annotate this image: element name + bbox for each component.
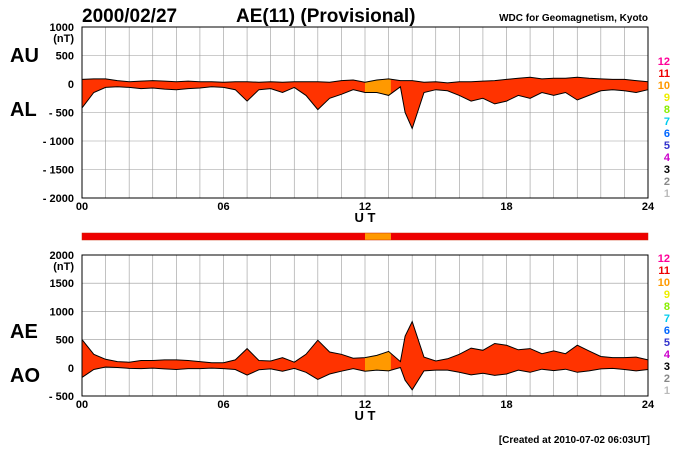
station-level-8: 8: [664, 104, 670, 116]
y-unit-label: (nT): [53, 33, 74, 45]
y-tick-label: 2000: [50, 250, 74, 262]
coverage-segment: [390, 233, 648, 240]
y-tick-label: 1500: [50, 278, 74, 290]
x-tick-label: 06: [217, 399, 229, 411]
y-tick-label: 500: [56, 51, 74, 63]
x-tick-label: 00: [76, 201, 88, 213]
x-tick-label: 00: [76, 399, 88, 411]
series-line-ao: [81, 366, 649, 391]
x-tick-label: 24: [642, 399, 655, 411]
station-level-11: 11: [658, 68, 670, 80]
station-level-2: 2: [664, 176, 670, 188]
au-al-panel: 1000 500 0 - 500 - 1000 - 1500 - 2000 (nT) 00 06 1…: [10, 22, 655, 225]
plot-frame: [81, 254, 649, 397]
x-axis-label: U T: [355, 408, 376, 423]
series-line-al: [81, 85, 649, 130]
coverage-segment: [365, 233, 391, 240]
series-label-al: AL: [10, 99, 37, 121]
ae-ao-panel: 2000 1500 1000 500 0 - 500 (nT) 00 06 12 18 24 U T AE…: [10, 250, 655, 423]
station-level-9: 9: [664, 289, 670, 301]
station-level-11: 11: [658, 265, 670, 277]
station-level-5: 5: [664, 337, 670, 349]
station-level-12: 12: [658, 253, 670, 265]
y-tick-label: - 1000: [43, 136, 74, 148]
station-coverage-bar: [81, 232, 649, 241]
x-tick-label: 18: [500, 201, 512, 213]
series-label-au: AU: [10, 45, 39, 67]
y-tick-label: 500: [56, 335, 74, 347]
station-level-12: 12: [658, 56, 670, 68]
x-tick-label: 24: [642, 201, 655, 213]
coverage-segment: [82, 233, 365, 240]
series-label-ae: AE: [10, 321, 38, 343]
index-range-fill: [82, 77, 648, 129]
station-level-4: 4: [664, 349, 671, 361]
station-level-8: 8: [664, 301, 670, 313]
station-level-1: 1: [664, 188, 670, 200]
x-axis-label: U T: [355, 210, 376, 225]
series-line-au: [81, 76, 649, 84]
station-level-4: 4: [664, 152, 671, 164]
series-label-ao: AO: [10, 365, 40, 387]
index-range-fill: [82, 321, 648, 390]
index-title: AE(11) (Provisional): [236, 6, 416, 27]
x-tick-label: 12: [359, 201, 371, 213]
station-level-5: 5: [664, 140, 670, 152]
series-line-ae: [81, 320, 649, 364]
y-unit-label: (nT): [53, 261, 74, 273]
y-tick-label: - 500: [49, 391, 74, 403]
y-tick-label: - 1500: [43, 165, 74, 177]
y-tick-label: 1000: [50, 306, 74, 318]
y-tick-label: 0: [68, 79, 74, 91]
date-title: 2000/02/27: [82, 6, 177, 27]
station-level-7: 7: [664, 313, 670, 325]
station-level-10: 10: [658, 277, 670, 289]
y-tick-label: - 500: [49, 108, 74, 120]
station-level-1: 1: [664, 385, 670, 397]
x-tick-label: 06: [217, 201, 229, 213]
station-level-3: 3: [664, 361, 670, 373]
created-note: [Created at 2010-07-02 06:03UT]: [499, 435, 650, 446]
source-label: WDC for Geomagnetism, Kyoto: [499, 13, 648, 24]
index-range-fill-alt: [365, 78, 391, 96]
x-tick-label: 12: [359, 399, 371, 411]
station-level-3: 3: [664, 164, 670, 176]
station-level-7: 7: [664, 116, 670, 128]
coverage-bar-frame: [81, 232, 649, 241]
y-tick-label: - 2000: [43, 193, 74, 205]
station-level-9: 9: [664, 92, 670, 104]
station-level-6: 6: [664, 128, 670, 140]
station-level-6: 6: [664, 325, 670, 337]
y-tick-label: 1000: [50, 22, 74, 34]
x-tick-label: 18: [500, 399, 512, 411]
station-level-10: 10: [658, 80, 670, 92]
y-tick-label: 0: [68, 363, 74, 375]
station-level-2: 2: [664, 373, 670, 385]
plot-frame: [81, 26, 649, 199]
